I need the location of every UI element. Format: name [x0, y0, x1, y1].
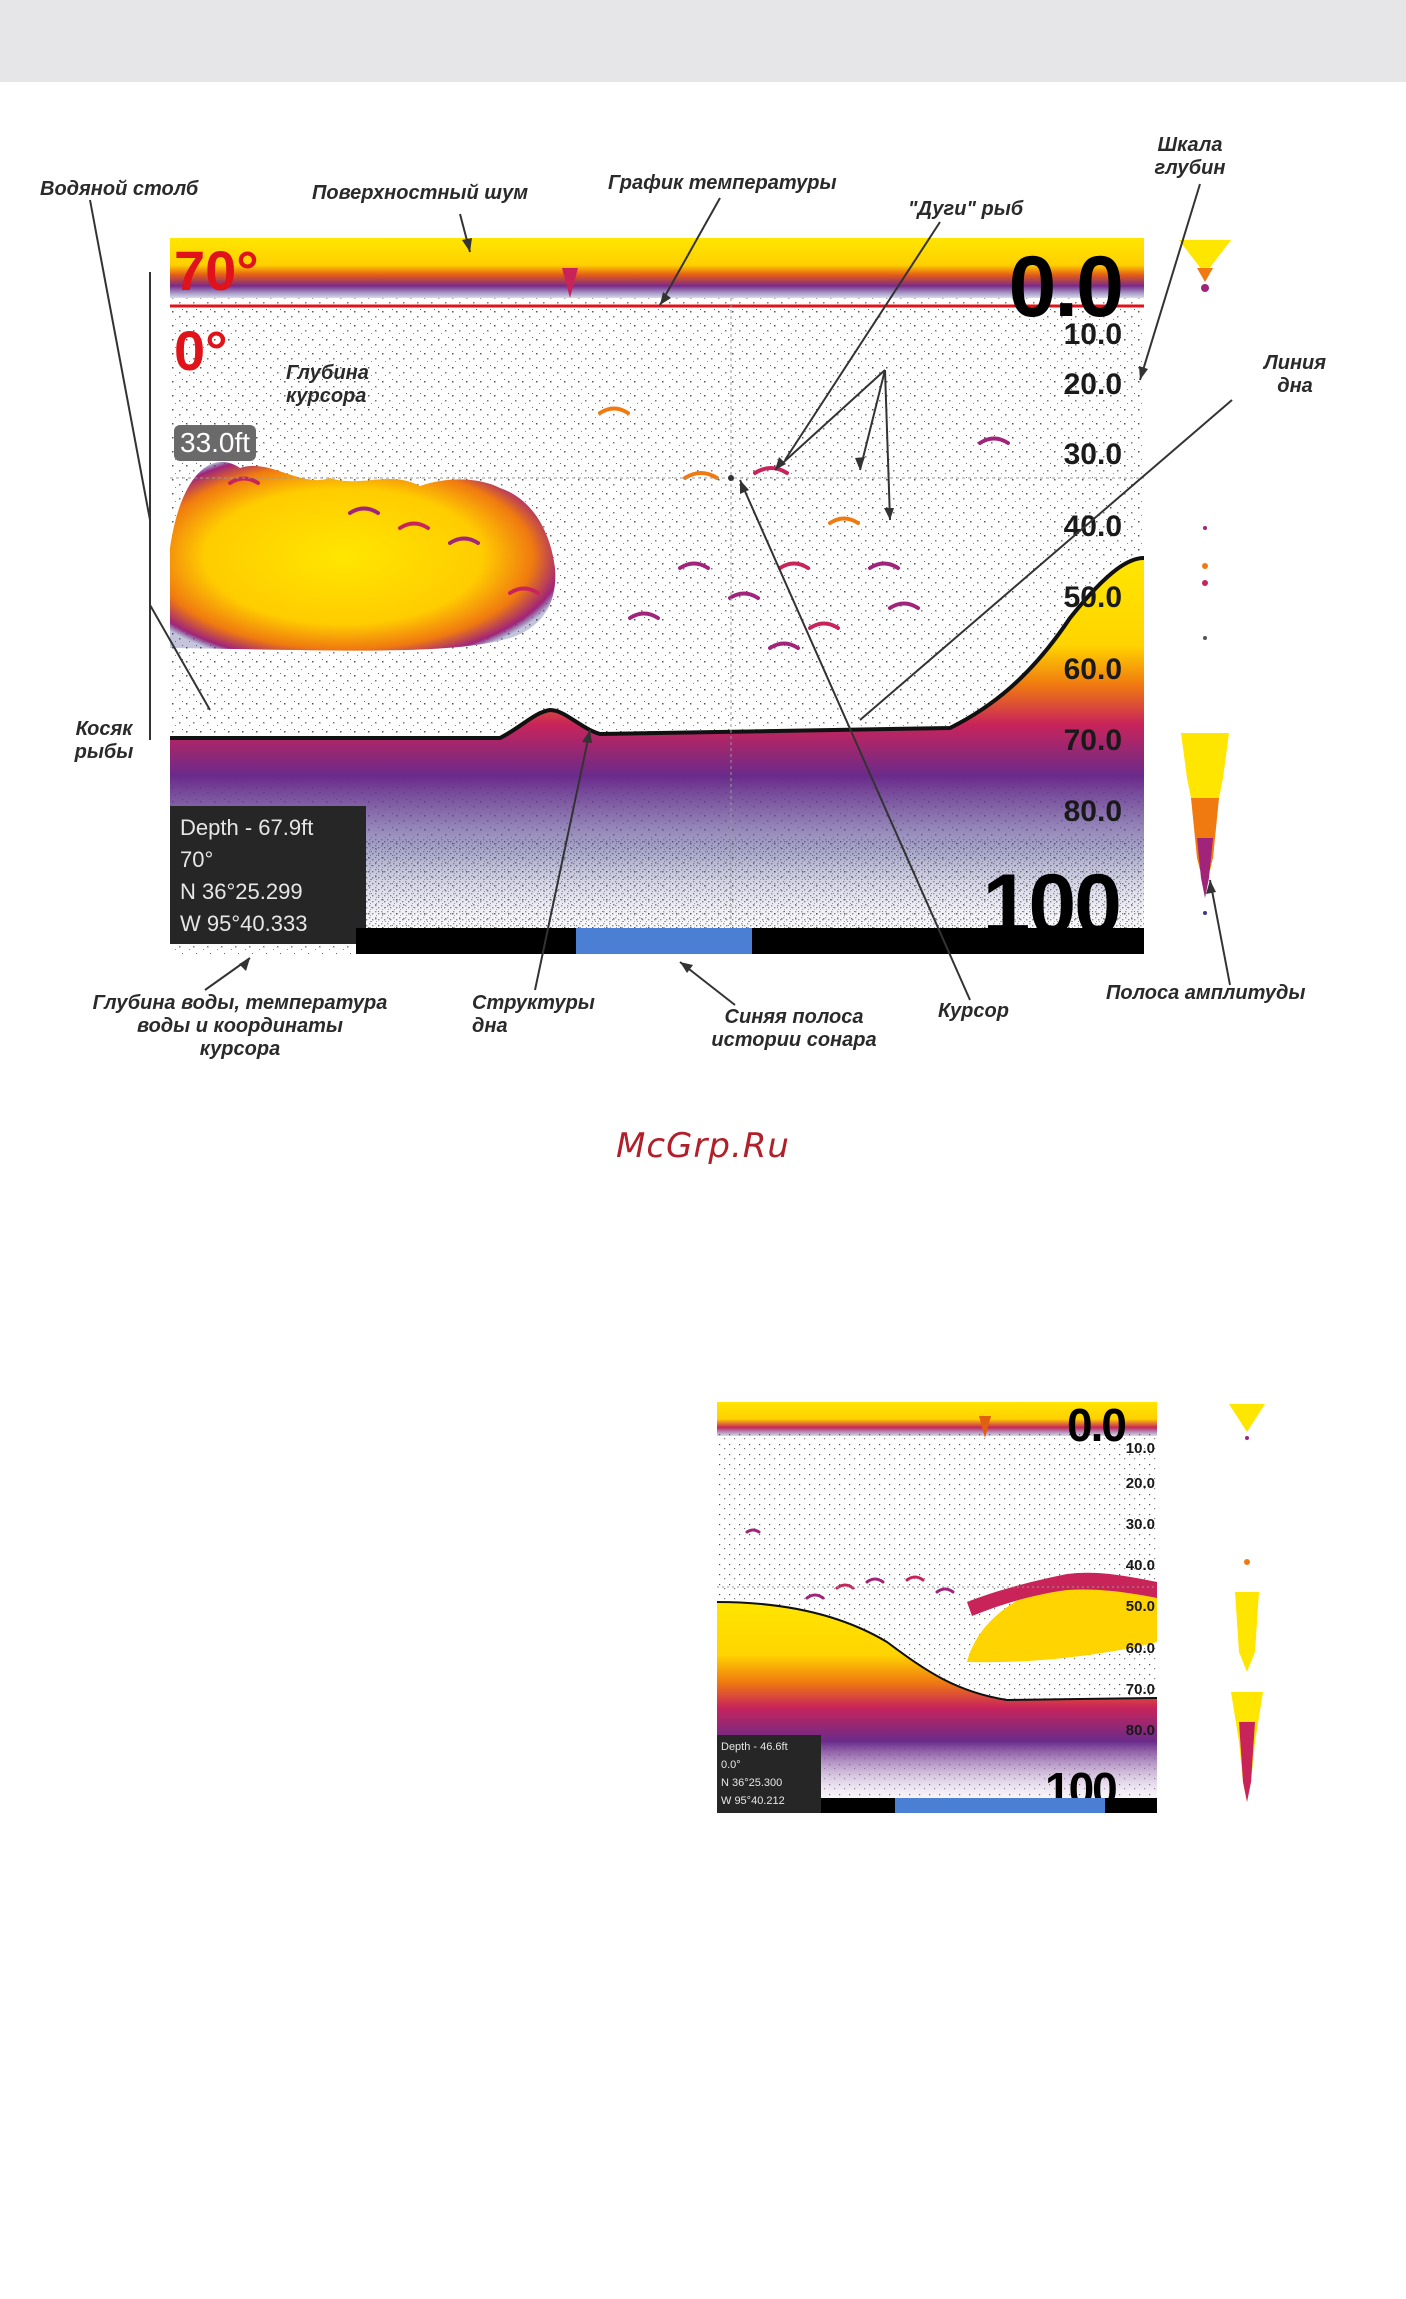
surface-depth-readout: 0.0	[1008, 239, 1124, 335]
info-latitude-2: N 36°25.300	[721, 1777, 783, 1789]
callout-cursor-depth: Глубина курсора	[286, 362, 369, 407]
depth-scale-label-2: 50.0	[1125, 1598, 1155, 1615]
callout-bottom-line: Линия дна	[1263, 352, 1327, 397]
callout-cursor: Курсор	[938, 1000, 1009, 1022]
info-depth-2: Depth - 46.6ft	[721, 1741, 788, 1753]
callout-sonar-history: Синяя полоса истории сонара	[711, 1006, 877, 1051]
callout-fish-arches: "Дуги" рыб	[908, 198, 1024, 220]
depth-scale-label: 80.0	[1063, 795, 1122, 828]
depth-scale-label-2: 70.0	[1125, 1681, 1155, 1698]
depth-scale-label: 50.0	[1063, 581, 1122, 614]
callout-fish-school: Косяк рыбы	[74, 718, 134, 763]
callout-amplitude-bar: Полоса амплитуды	[1106, 982, 1306, 1004]
depth-scale-label: 20.0	[1063, 368, 1122, 401]
cursor-depth-badge: 33.0ft	[174, 425, 257, 461]
sonar-screen-secondary: 0.0 100 10.0 20.0 30.0 40.0 50.0 60.0 70…	[717, 1402, 1277, 1813]
info-longitude-2: W 95°40.212	[721, 1795, 785, 1807]
temperature-bottom: 0°	[174, 319, 228, 382]
depth-scale-label: 70.0	[1063, 724, 1122, 757]
info-latitude: N 36°25.299	[180, 879, 303, 904]
callout-depth-scale: Шкала глубин	[1154, 134, 1226, 179]
info-depth: Depth - 67.9ft	[180, 815, 314, 840]
amplitude-bar	[1179, 240, 1231, 915]
callout-leader-lines	[89, 183, 1233, 1006]
callout-water-column: Водяной столб	[40, 178, 199, 200]
watermark-text: McGrp.Ru	[616, 1126, 790, 1166]
depth-scale-label-2: 20.0	[1125, 1475, 1155, 1492]
cursor-info-box-2: Depth - 46.6ft 0.0° N 36°25.300 W 95°40.…	[717, 1735, 821, 1813]
info-longitude: W 95°40.333	[180, 911, 308, 936]
page-header-bar	[0, 0, 1406, 82]
cursor-info-box: Depth - 67.9ft 70° N 36°25.299 W 95°40.3…	[170, 806, 366, 944]
depth-scale-label-2: 80.0	[1125, 1722, 1155, 1739]
depth-scale-label-2: 40.0	[1125, 1557, 1155, 1574]
temperature-top: 70°	[174, 239, 259, 302]
depth-scale-label: 60.0	[1063, 653, 1122, 686]
depth-scale-label: 10.0	[1063, 318, 1122, 351]
sonar-history-blue-segment-2	[895, 1798, 1105, 1813]
sonar-history-blue-segment	[576, 928, 752, 954]
surface-depth-readout-2: 0.0	[1067, 1402, 1127, 1451]
depth-scale-label-2: 30.0	[1125, 1516, 1155, 1533]
info-temperature: 70°	[180, 847, 214, 872]
depth-scale-label-2: 10.0	[1125, 1440, 1155, 1457]
callout-bottom-structure: Структуры дна	[472, 992, 595, 1037]
callout-water-info: Глубина воды, температура воды и координ…	[92, 992, 388, 1060]
callout-surface-clutter: Поверхностный шум	[312, 182, 528, 204]
sonar-screen-main: 70° 0° 0.0 100 10.0 20.0 30.0 40.0 50.0 …	[170, 238, 1144, 954]
info-temperature-2: 0.0°	[721, 1759, 741, 1771]
depth-scale-label: 30.0	[1063, 438, 1122, 471]
callout-temperature-graph: График температуры	[608, 172, 837, 194]
depth-scale-label-2: 60.0	[1125, 1640, 1155, 1657]
